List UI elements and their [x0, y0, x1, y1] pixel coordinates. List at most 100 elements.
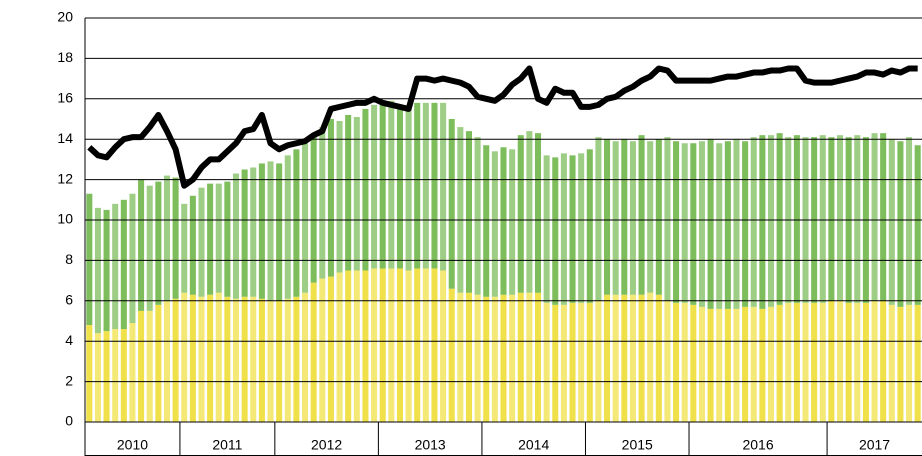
bar — [612, 294, 619, 422]
bar — [112, 203, 119, 330]
bar — [707, 308, 714, 422]
bar — [258, 298, 265, 422]
bar — [302, 292, 309, 422]
bar — [250, 167, 257, 297]
bar — [862, 302, 869, 422]
bar — [560, 153, 567, 305]
bar — [327, 276, 334, 422]
bar — [163, 300, 170, 422]
bar — [880, 300, 887, 422]
bar — [241, 169, 248, 297]
bar — [465, 131, 473, 293]
bar — [569, 302, 576, 422]
bar — [362, 270, 369, 422]
bar — [733, 308, 740, 422]
bar — [759, 308, 766, 422]
bar — [690, 143, 697, 305]
x-tick-label: 2016 — [742, 437, 773, 453]
bar — [491, 151, 498, 297]
bar — [138, 179, 145, 311]
bar — [215, 183, 222, 293]
bar — [854, 135, 861, 303]
bar — [638, 135, 645, 295]
x-tick-label: 2014 — [518, 437, 549, 453]
bar — [819, 135, 826, 303]
bar — [457, 127, 464, 293]
bar — [388, 100, 395, 269]
bar — [353, 116, 360, 271]
bar — [112, 329, 119, 422]
y-tick-label: 10 — [57, 211, 73, 227]
bar — [120, 329, 127, 422]
bar — [474, 137, 481, 295]
bar — [457, 292, 464, 422]
bar — [647, 292, 654, 422]
bar — [336, 121, 343, 273]
bar — [500, 147, 507, 295]
bar — [543, 155, 550, 303]
bar — [604, 139, 611, 295]
bar — [828, 300, 835, 422]
y-tick-label: 8 — [65, 251, 73, 267]
bar — [906, 137, 913, 305]
bar — [750, 306, 757, 422]
bar — [224, 181, 231, 297]
y-tick-label: 4 — [65, 332, 73, 348]
bar — [474, 294, 481, 422]
bar — [776, 304, 783, 422]
bar — [224, 296, 231, 422]
bar — [379, 268, 386, 422]
bar — [396, 104, 403, 269]
bar — [405, 106, 412, 271]
bar — [198, 187, 205, 297]
bar — [880, 133, 887, 301]
bar — [129, 323, 136, 422]
bar — [629, 294, 636, 422]
bar — [871, 300, 878, 422]
bar — [897, 141, 904, 307]
bar — [854, 302, 861, 422]
bar — [440, 102, 447, 271]
bar — [664, 300, 671, 422]
bar — [215, 292, 222, 422]
bar — [362, 108, 369, 271]
bar — [258, 163, 265, 299]
y-tick-label: 18 — [57, 49, 73, 65]
bar — [232, 173, 240, 299]
bar — [276, 163, 283, 301]
bar — [724, 308, 731, 422]
bar — [552, 157, 559, 305]
bar — [526, 292, 533, 422]
bar — [534, 292, 542, 422]
bar — [103, 331, 110, 422]
y-tick-label: 14 — [57, 130, 73, 146]
bar — [621, 139, 628, 295]
bar — [138, 310, 145, 422]
y-tick-label: 0 — [65, 413, 73, 429]
bar — [906, 304, 913, 422]
bar — [302, 143, 309, 293]
bar — [811, 302, 818, 422]
bar — [172, 298, 179, 422]
bar — [189, 294, 196, 422]
bar — [543, 302, 550, 422]
bar — [871, 133, 878, 301]
bar — [422, 268, 429, 422]
bar — [345, 114, 352, 271]
bar — [664, 137, 671, 301]
bar — [448, 288, 455, 422]
bar — [207, 294, 214, 422]
bar — [509, 149, 516, 295]
bar — [604, 294, 611, 422]
bar — [560, 304, 567, 422]
bar — [181, 292, 188, 422]
bar — [207, 183, 214, 295]
bar — [578, 153, 585, 303]
bar — [172, 177, 179, 299]
bar — [742, 141, 749, 307]
bar — [586, 149, 593, 303]
bar — [621, 294, 628, 422]
bar — [733, 139, 740, 309]
bar — [448, 119, 455, 289]
